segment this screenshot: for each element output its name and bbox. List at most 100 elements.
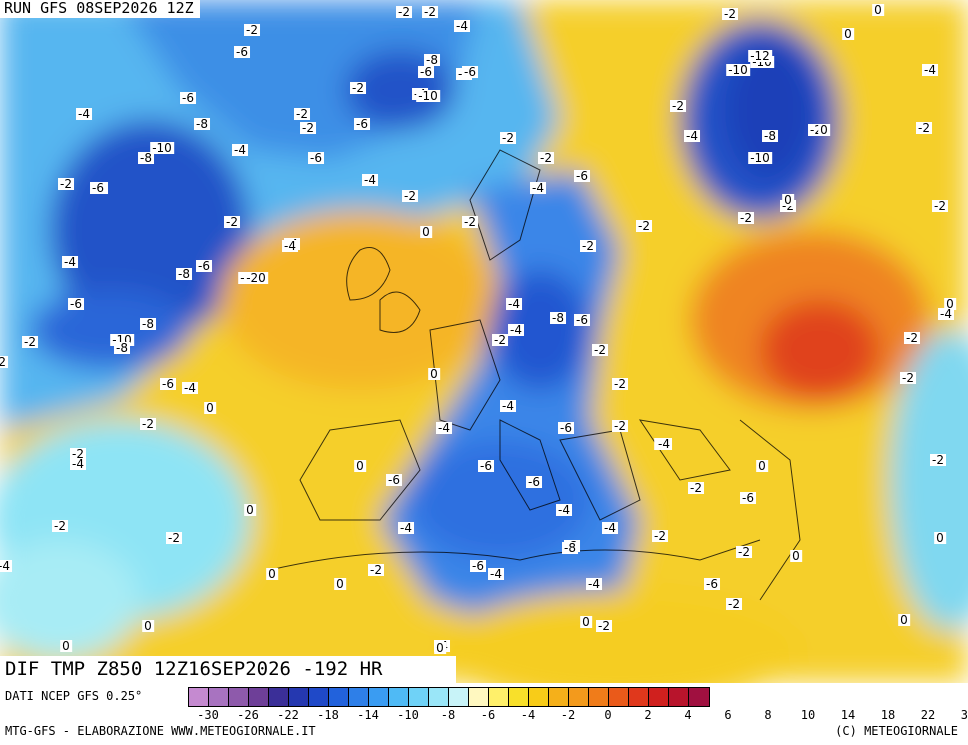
isotherm-value-label: -8 bbox=[176, 267, 192, 281]
isotherm-value-label: -6 bbox=[160, 377, 176, 391]
color-swatch bbox=[609, 688, 629, 706]
isotherm-value-label: -6 bbox=[574, 313, 590, 327]
isotherm-value-label: -2 bbox=[300, 121, 316, 135]
isotherm-value-label: -2 bbox=[932, 199, 948, 213]
isotherm-value-label: -2 bbox=[166, 531, 182, 545]
isotherm-value-label: -2 bbox=[244, 23, 260, 37]
color-swatch bbox=[429, 688, 449, 706]
color-scale-tick: 4 bbox=[684, 708, 692, 722]
isotherm-value-label: -2 bbox=[670, 99, 686, 113]
isotherm-value-label: -4 bbox=[182, 381, 198, 395]
isotherm-value-label: -6 bbox=[526, 475, 542, 489]
isotherm-value-label: -4 bbox=[488, 567, 504, 581]
isotherm-value-label: -6 bbox=[354, 117, 370, 131]
temperature-anomaly-map bbox=[0, 0, 968, 683]
color-swatch bbox=[349, 688, 369, 706]
color-swatch bbox=[489, 688, 509, 706]
isotherm-value-label: -4 bbox=[62, 255, 78, 269]
isotherm-value-label: 0 bbox=[818, 123, 830, 137]
isotherm-value-label: -4 bbox=[684, 129, 700, 143]
isotherm-value-label: -8 bbox=[194, 117, 210, 131]
isotherm-value-label: -2 bbox=[492, 333, 508, 347]
isotherm-value-label: 0 bbox=[60, 639, 72, 653]
isotherm-value-label: 0 bbox=[354, 459, 366, 473]
isotherm-value-label: 0 bbox=[944, 297, 956, 311]
color-swatch bbox=[509, 688, 529, 706]
isotherm-value-label: 0 bbox=[204, 401, 216, 415]
color-scale-tick: 2 bbox=[644, 708, 652, 722]
isotherm-value-label: 0 bbox=[934, 531, 946, 545]
isotherm-value-label: -8 bbox=[424, 53, 440, 67]
isotherm-value-label: -6 bbox=[196, 259, 212, 273]
isotherm-value-label: -2 bbox=[612, 419, 628, 433]
isotherm-value-label: -6 bbox=[180, 91, 196, 105]
isotherm-value-label: -2 bbox=[58, 177, 74, 191]
isotherm-value-label: -2 bbox=[350, 81, 366, 95]
isotherm-value-label: -2 bbox=[916, 121, 932, 135]
isotherm-value-label: -2 bbox=[722, 7, 738, 21]
color-swatch bbox=[229, 688, 249, 706]
isotherm-value-label: -4 bbox=[436, 421, 452, 435]
isotherm-value-label: -4 bbox=[454, 19, 470, 33]
color-swatch bbox=[569, 688, 589, 706]
isotherm-value-label: -6 bbox=[462, 65, 478, 79]
isotherm-value-label: 0 bbox=[898, 613, 910, 627]
isotherm-value-label: 0 bbox=[420, 225, 432, 239]
color-swatch bbox=[629, 688, 649, 706]
isotherm-value-label: -4 bbox=[362, 173, 378, 187]
isotherm-value-label: -2 bbox=[738, 211, 754, 225]
isotherm-value-label: -6 bbox=[418, 65, 434, 79]
color-scale-tick: -4 bbox=[520, 708, 536, 722]
isotherm-value-label: -2 bbox=[500, 131, 516, 145]
isotherm-value-label: -6 bbox=[574, 169, 590, 183]
isotherm-value-label: -2 bbox=[294, 107, 310, 121]
isotherm-value-label: -2 bbox=[636, 219, 652, 233]
color-scale-tick: -14 bbox=[357, 708, 379, 722]
color-scale-tick: -18 bbox=[317, 708, 339, 722]
color-scale bbox=[188, 687, 710, 707]
color-swatch bbox=[469, 688, 489, 706]
isotherm-value-label: -2 bbox=[140, 417, 156, 431]
color-swatch bbox=[669, 688, 689, 706]
color-swatch bbox=[529, 688, 549, 706]
isotherm-value-label: -2 bbox=[0, 356, 8, 368]
color-scale-tick: -2 bbox=[560, 708, 576, 722]
isotherm-value-label: -6 bbox=[740, 491, 756, 505]
isotherm-value-label: -4 bbox=[602, 521, 618, 535]
isotherm-value-label: -6 bbox=[68, 297, 84, 311]
isotherm-value-label: -2 bbox=[612, 377, 628, 391]
isotherm-value-label: -2 bbox=[538, 151, 554, 165]
isotherm-value-label: -4 bbox=[0, 560, 12, 572]
copyright-text: (C) METEOGIORNALE bbox=[835, 724, 958, 738]
color-swatch bbox=[289, 688, 309, 706]
isotherm-value-label: -4 bbox=[938, 307, 954, 321]
isotherm-value-label: -4 bbox=[556, 503, 572, 517]
color-swatch bbox=[249, 688, 269, 706]
isotherm-value-label: 0 bbox=[872, 3, 884, 17]
color-swatch bbox=[269, 688, 289, 706]
credit-text: MTG-GFS - ELABORAZIONE WWW.METEOGIORNALE… bbox=[5, 724, 316, 738]
isotherm-value-label: 0 bbox=[142, 619, 154, 633]
isotherm-value-label: -6 bbox=[386, 473, 402, 487]
legend-footer: DATI NCEP GFS 0.25° -30 -26 -22 -18 -14 -10 -8… bbox=[0, 683, 968, 745]
isotherm-value-label: -2 bbox=[736, 545, 752, 559]
isotherm-value-label: -4 bbox=[500, 399, 516, 413]
isotherm-value-label: -20 bbox=[244, 271, 268, 285]
isotherm-value-label: 0 bbox=[790, 549, 802, 563]
isotherm-value-label: 0 bbox=[334, 577, 346, 591]
isotherm-value-label: -2 bbox=[726, 597, 742, 611]
color-swatch bbox=[389, 688, 409, 706]
isotherm-value-label: -4 bbox=[586, 577, 602, 591]
isotherm-value-label: -2 bbox=[688, 481, 704, 495]
isotherm-value-label: -10 bbox=[416, 89, 440, 103]
color-swatch bbox=[689, 688, 709, 706]
isotherm-value-label: -6 bbox=[90, 181, 106, 195]
color-swatch bbox=[369, 688, 389, 706]
isotherm-value-label: -8 bbox=[140, 317, 156, 331]
color-swatch bbox=[189, 688, 209, 706]
isotherm-value-label: 0 bbox=[266, 567, 278, 581]
isotherm-value-label: -6 bbox=[234, 45, 250, 59]
isotherm-value-label: -2 bbox=[368, 563, 384, 577]
isotherm-value-label: 0 bbox=[580, 615, 592, 629]
color-scale-tick: 18 bbox=[880, 708, 896, 722]
